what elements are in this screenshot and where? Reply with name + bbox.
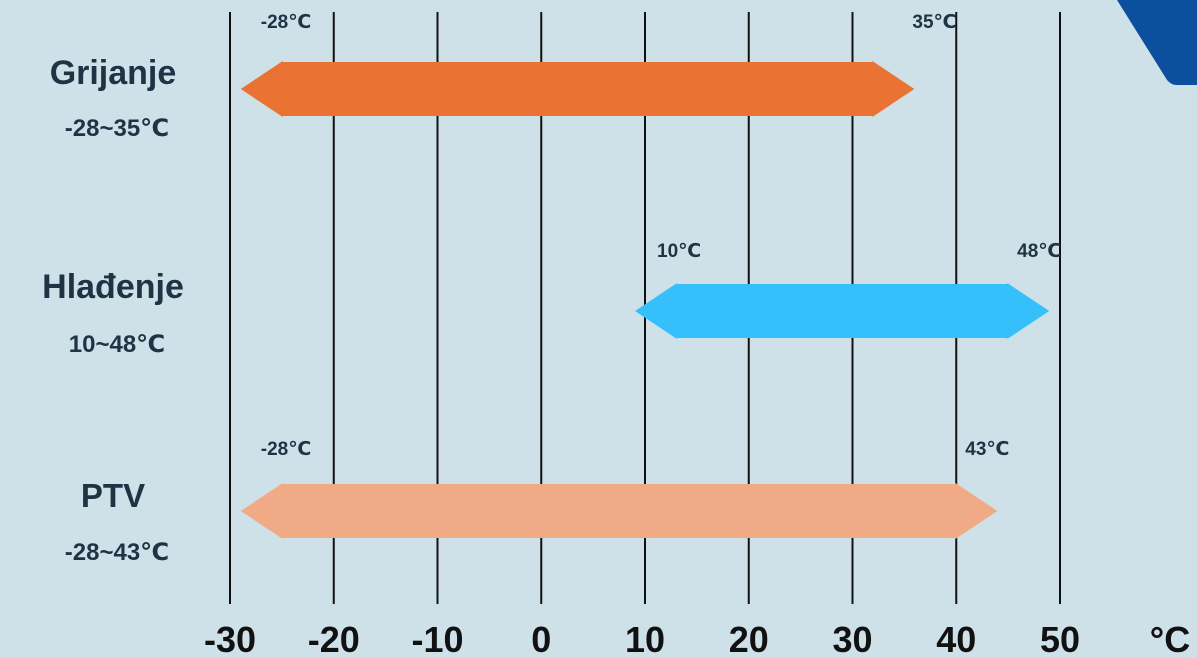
series-name: Hlađenje bbox=[42, 268, 184, 306]
corner-shape bbox=[1117, 0, 1197, 85]
x-tick-label: -30 bbox=[204, 619, 256, 658]
x-tick-label: 30 bbox=[832, 619, 872, 658]
x-tick-label: 10 bbox=[625, 619, 665, 658]
range-min-label: 10℃ bbox=[657, 241, 701, 262]
x-tick-label: -10 bbox=[411, 619, 463, 658]
x-tick-label: 0 bbox=[531, 619, 551, 658]
range-arrow-1 bbox=[240, 61, 915, 117]
range-min-label: -28℃ bbox=[261, 439, 311, 460]
range-max-label: 43℃ bbox=[965, 439, 1009, 460]
corner-decoration bbox=[1087, 0, 1197, 90]
series-range-text: -28~43℃ bbox=[65, 539, 169, 566]
row-labels: Grijanje -28~35℃ -28℃ 35℃ Hlađenje 10~48℃ 10℃ 4… bbox=[42, 12, 1061, 566]
range-arrow-2 bbox=[635, 283, 1050, 339]
series-name: Grijanje bbox=[50, 54, 177, 92]
range-max-label: 48℃ bbox=[1017, 241, 1061, 262]
x-tick-label: -20 bbox=[308, 619, 360, 658]
range-max-label: 35℃ bbox=[912, 12, 956, 33]
x-tick-label: 50 bbox=[1040, 619, 1080, 658]
series-range-text: -28~35℃ bbox=[65, 115, 169, 142]
range-arrow-3 bbox=[240, 483, 998, 539]
series-range-text: 10~48℃ bbox=[69, 331, 165, 358]
range-arrows bbox=[240, 61, 1050, 539]
x-unit-label: °C bbox=[1150, 619, 1190, 658]
series-name: PTV bbox=[81, 477, 145, 514]
range-min-label: -28℃ bbox=[261, 12, 311, 33]
x-tick-label: 40 bbox=[936, 619, 976, 658]
x-axis-ticks: -30 -20 -10 0 10 20 30 40 50 °C bbox=[204, 619, 1190, 658]
x-tick-label: 20 bbox=[729, 619, 769, 658]
